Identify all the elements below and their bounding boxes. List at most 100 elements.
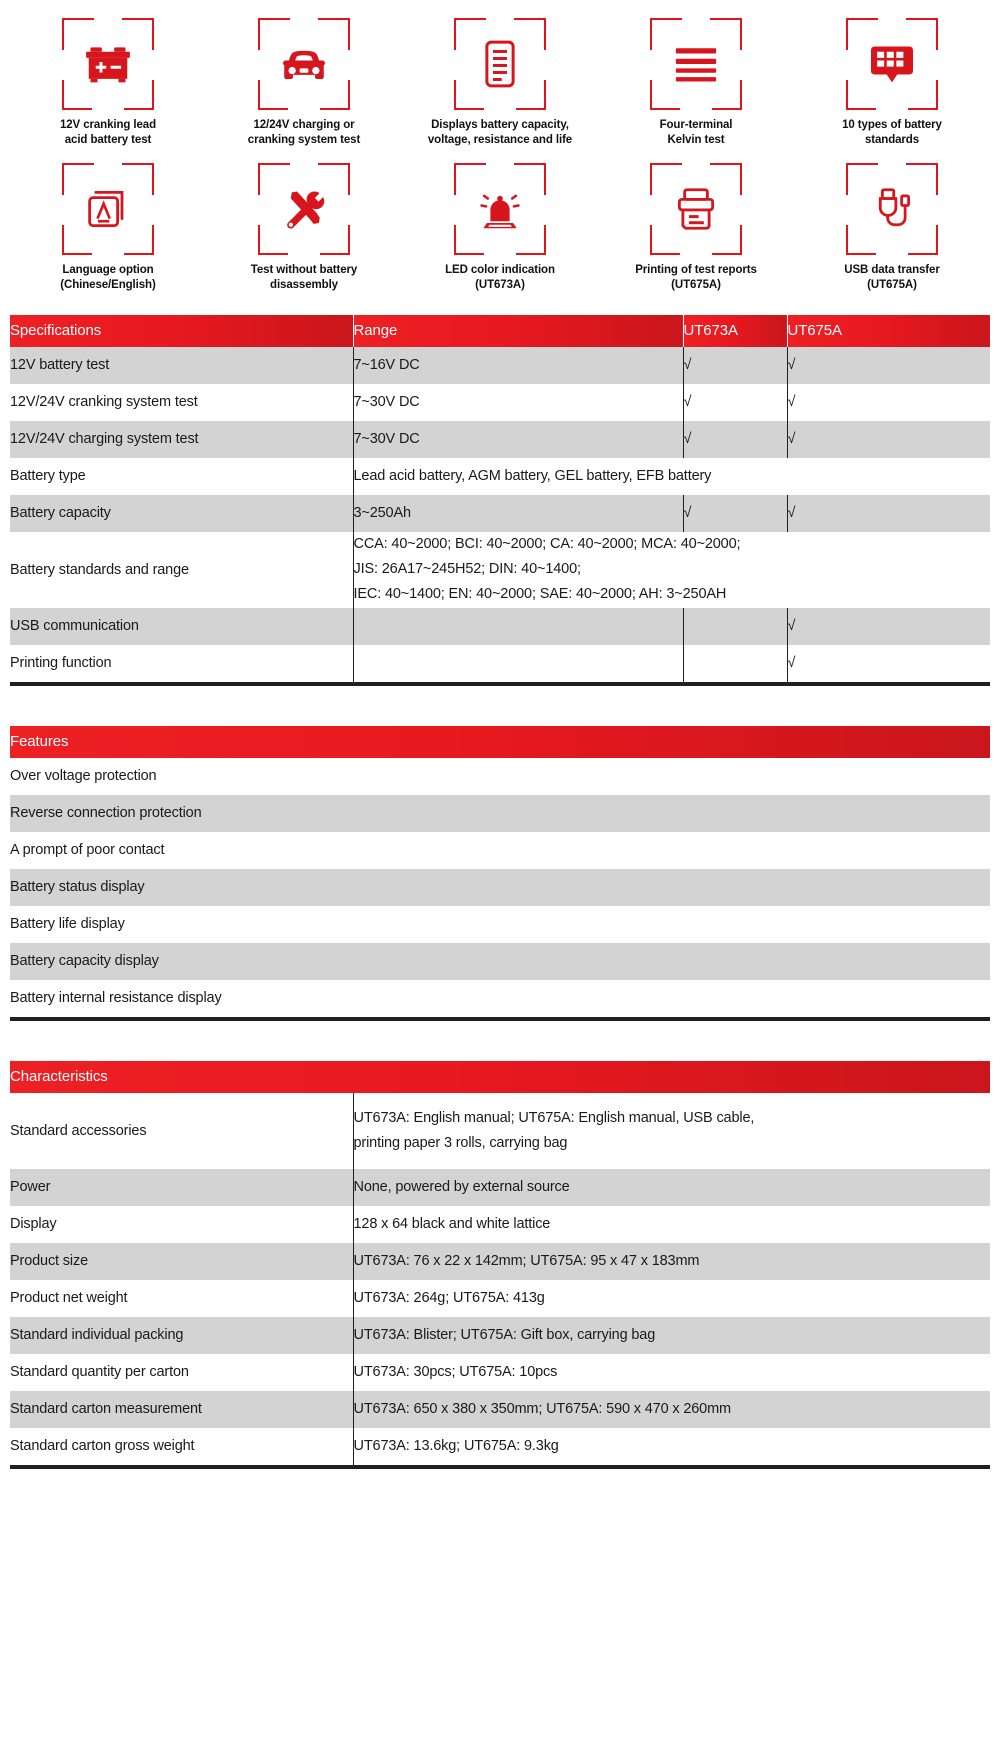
table-bottom-rule [10, 1016, 990, 1021]
table-row: 12V battery test 7~16V DC √ √ [10, 346, 990, 384]
feature-caption: Language option (Chinese/English) [60, 264, 156, 292]
characteristic-value: None, powered by external source [352, 1168, 991, 1206]
spec-name: Battery standards and range [10, 531, 353, 608]
feature-item: Battery life display [10, 905, 990, 943]
spec-name: Battery capacity [10, 494, 353, 532]
spec-ut675a: √ [786, 383, 990, 421]
specifications-table: Specifications Range UT673A UT675A 12V b… [10, 314, 990, 682]
car-battery-icon [86, 47, 130, 83]
list-item: Battery status display [10, 868, 990, 906]
spec-range: 7~16V DC [352, 346, 683, 384]
feature-usb-data-transfer: USB data transfer (UT675A) [794, 163, 990, 292]
specifications-table-header: Specifications Range UT673A UT675A [10, 314, 990, 347]
table-row: Standard carton measurement UT673A: 650 … [10, 1390, 991, 1428]
feature-test-without-battery-disassembly: Test without battery disassembly [206, 163, 402, 292]
feature-caption: Printing of test reports (UT675A) [635, 264, 757, 292]
features-section: Features Over voltage protection Reverse… [10, 725, 990, 1021]
car-front-icon [283, 50, 325, 80]
list-item: Over voltage protection [10, 757, 990, 795]
icon-frame [62, 163, 154, 256]
feature-four-terminal-kelvin-test: Four-terminal Kelvin test [598, 18, 794, 147]
icon-frame [846, 18, 938, 110]
feature-12-24v-charging-or-cranking-system-test: 12/24V charging or cranking system test [206, 18, 402, 147]
feature-item: Over voltage protection [10, 757, 990, 795]
feature-caption: USB data transfer (UT675A) [844, 264, 940, 292]
spec-range [352, 607, 683, 645]
spec-name: 12V/24V cranking system test [10, 383, 353, 421]
characteristic-value: UT673A: 264g; UT675A: 413g [352, 1279, 991, 1317]
table-bottom-rule [10, 681, 990, 686]
table-row: Display 128 x 64 black and white lattice [10, 1205, 991, 1243]
spec-ut673a: √ [682, 346, 787, 384]
table-row: Printing function √ [10, 644, 990, 682]
characteristic-value: UT673A: 30pcs; UT675A: 10pcs [352, 1353, 991, 1391]
wrench-screwdriver-icon [287, 191, 325, 230]
table-row: Product net weight UT673A: 264g; UT675A:… [10, 1279, 991, 1317]
spec-ut673a: √ [682, 494, 787, 532]
feature-caption: Displays battery capacity, voltage, resi… [427, 119, 573, 146]
characteristic-name: Standard carton measurement [10, 1390, 353, 1428]
feature-caption: Four-terminal Kelvin test [659, 119, 733, 146]
column-header-specifications: Specifications [10, 314, 353, 347]
spec-name: USB communication [10, 607, 353, 645]
spec-range [352, 644, 683, 682]
characteristics-table: Characteristics Standard accessories UT6… [10, 1060, 991, 1465]
characteristic-value-line-2: printing paper 3 rolls, carrying bag [353, 1134, 568, 1151]
icon-frame [650, 163, 742, 256]
characteristics-table-header: Characteristics [10, 1060, 991, 1093]
column-header-ut675a: UT675A [786, 314, 990, 347]
spec-ut675a: √ [786, 494, 990, 532]
icon-frame [454, 163, 546, 256]
spec-range: 7~30V DC [352, 420, 683, 458]
spec-range-line-3: IEC: 40~1400; EN: 40~2000; SAE: 40~2000;… [353, 586, 727, 603]
spec-range: CCA: 40~2000; BCI: 40~2000; CA: 40~2000;… [352, 531, 990, 608]
spec-ut673a [682, 644, 787, 682]
icon-frame [454, 18, 546, 110]
feature-12v-cranking-lead-acid-battery-test: 12V cranking lead acid battery test [10, 18, 206, 147]
feature-icon-row-1: 12V cranking lead acid battery test 12/2… [10, 18, 990, 147]
characteristic-value: UT673A: 76 x 22 x 142mm; UT675A: 95 x 47… [352, 1242, 991, 1280]
characteristic-name: Product net weight [10, 1279, 353, 1317]
column-header-characteristics: Characteristics [10, 1060, 991, 1093]
spec-range-line-2: JIS: 26A17~245H52; DIN: 40~1400; [353, 561, 582, 578]
column-header-ut673a: UT673A [682, 314, 787, 347]
spec-name: Printing function [10, 644, 353, 682]
features-table: Features Over voltage protection Reverse… [10, 725, 990, 1017]
table-row: Battery capacity 3~250Ah √ √ [10, 494, 990, 532]
icon-frame [258, 163, 350, 256]
feature-item: Battery capacity display [10, 942, 990, 980]
table-row: Product size UT673A: 76 x 22 x 142mm; UT… [10, 1242, 991, 1280]
feature-icon-grid: 12V cranking lead acid battery test 12/2… [0, 0, 1000, 293]
table-row: 12V/24V cranking system test 7~30V DC √ … [10, 383, 990, 421]
feature-caption: LED color indication (UT673A) [445, 264, 555, 292]
led-beacon-icon [480, 195, 520, 229]
document-list-icon [485, 40, 515, 88]
feature-language-option: Language option (Chinese/English) [10, 163, 206, 292]
characteristic-name: Display [10, 1205, 353, 1243]
table-row: Standard quantity per carton UT673A: 30p… [10, 1353, 991, 1391]
list-item: Battery internal resistance display [10, 979, 990, 1017]
spec-range: Lead acid battery, AGM battery, GEL batt… [352, 457, 990, 495]
table-row: Standard individual packing UT673A: Blis… [10, 1316, 991, 1354]
spec-ut675a: √ [786, 346, 990, 384]
list-item: Battery capacity display [10, 942, 990, 980]
table-row: Standard carton gross weight UT673A: 13.… [10, 1427, 991, 1465]
characteristic-name: Standard quantity per carton [10, 1353, 353, 1391]
spec-ut675a: √ [786, 607, 990, 645]
table-row: Battery standards and range CCA: 40~2000… [10, 531, 990, 608]
feature-item: Battery internal resistance display [10, 979, 990, 1017]
spec-range-line-1: CCA: 40~2000; BCI: 40~2000; CA: 40~2000;… [353, 536, 741, 553]
list-item: Reverse connection protection [10, 794, 990, 832]
icon-frame [258, 18, 350, 110]
spec-ut675a: √ [786, 644, 990, 682]
characteristic-name: Product size [10, 1242, 353, 1280]
table-row: Battery type Lead acid battery, AGM batt… [10, 457, 990, 495]
feature-displays-battery-capacity-voltage-resistance-life: Displays battery capacity, voltage, resi… [402, 18, 598, 147]
spec-ut673a: √ [682, 383, 787, 421]
characteristic-name: Power [10, 1168, 353, 1206]
spec-ut673a [682, 607, 787, 645]
column-header-features: Features [10, 725, 990, 758]
feature-caption: 10 types of battery standards [842, 119, 942, 146]
spec-range: 7~30V DC [352, 383, 683, 421]
icon-frame [846, 163, 938, 256]
